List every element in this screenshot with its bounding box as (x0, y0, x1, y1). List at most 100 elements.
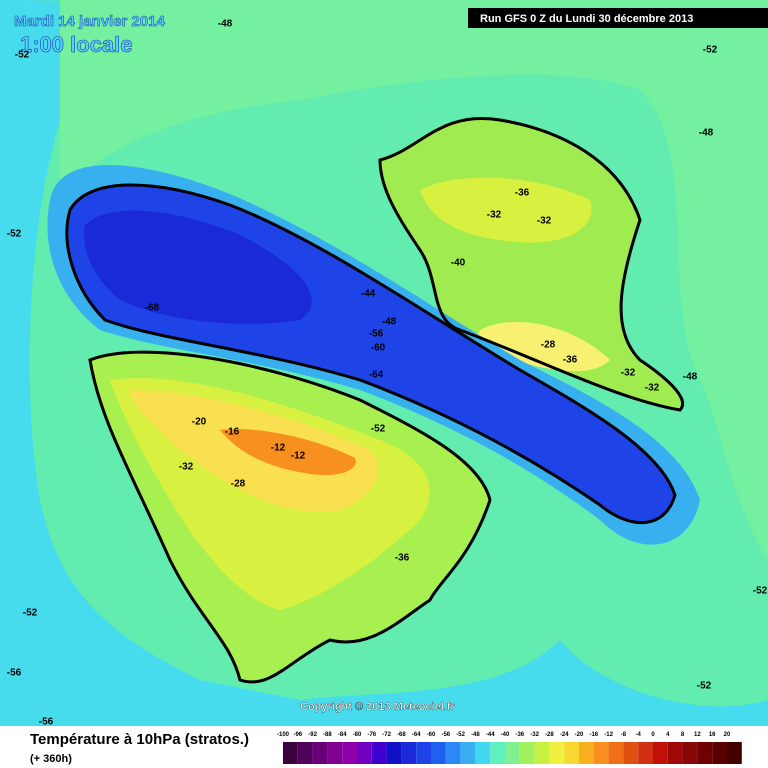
contour-label: -36 (395, 553, 410, 564)
scale-swatch (327, 742, 343, 764)
contour-label: -32 (537, 216, 552, 227)
contour-labels: -48-52 -52-48-52-68-44-48-56-60-64-52-40-… (7, 19, 768, 726)
scale-label: -88 (323, 732, 332, 738)
scale-swatch (638, 742, 653, 764)
scale-swatch (342, 742, 357, 764)
scale-label: -100 (277, 732, 290, 738)
map: Mardi 14 janvier 2014 1:00 locale Run GF… (0, 0, 768, 726)
scale-label: -8 (621, 732, 627, 738)
scale-swatch (712, 742, 727, 764)
contour-label: -32 (487, 210, 502, 221)
scale-swatch (653, 742, 668, 764)
scale-label: -64 (412, 732, 421, 738)
scale-label: -16 (589, 732, 598, 738)
scale-swatch (475, 742, 491, 764)
contour-label: -32 (621, 368, 636, 379)
contour-label: -12 (291, 451, 306, 462)
date-label: Mardi 14 janvier 2014 (14, 13, 166, 30)
copyright: Copyright © 2013 Meteociel.fr (300, 701, 456, 713)
scale-swatch (297, 742, 313, 764)
scale-label: -44 (486, 732, 495, 738)
contour-label: -16 (225, 427, 240, 438)
scale-swatch (386, 742, 402, 764)
contour-label: -68 (145, 303, 160, 314)
scale-swatch (460, 742, 476, 764)
contour-label: -52 (697, 681, 712, 692)
scale-label: -28 (545, 732, 554, 738)
scale-swatch (519, 742, 535, 764)
scale-swatch (667, 742, 683, 764)
scale-swatch (401, 742, 417, 764)
run-label: Run GFS 0 Z du Lundi 30 décembre 2013 (480, 13, 693, 25)
contour-label: -40 (451, 258, 466, 269)
scale-label: -4 (636, 732, 642, 738)
contour-label: -48 (699, 128, 714, 139)
contour-label: -52 (7, 229, 22, 240)
scale-swatch (682, 742, 698, 764)
contour-label: -52 (23, 608, 38, 619)
scale-label: -40 (501, 732, 510, 738)
scale-label: -92 (308, 732, 317, 738)
contour-label: -48 (683, 372, 698, 383)
contour-label: -32 (179, 462, 194, 473)
scale-label: 20 (724, 732, 731, 738)
color-scale: -100 -96 -92 -88 -84 -80 -76 -72 -68 -64 -60 -56 -52… (277, 732, 742, 764)
scale-label: -20 (575, 732, 584, 738)
contour-label: -52 (703, 45, 718, 56)
scale-swatch (371, 742, 387, 764)
contour-label: -28 (231, 479, 246, 490)
scale-label: -32 (530, 732, 539, 738)
footer-range: (+ 360h) (30, 753, 72, 765)
scale-label: -84 (338, 732, 347, 738)
scale-label: -48 (471, 732, 480, 738)
contour-label: -36 (563, 355, 578, 366)
contour-label: -56 (39, 717, 54, 726)
scale-label: -52 (456, 732, 465, 738)
thick-contours (65, 117, 684, 684)
scale-label: 8 (681, 732, 685, 738)
contour-label: -48 (382, 317, 397, 328)
scale-swatch (697, 742, 713, 764)
contour-label: -32 (645, 383, 660, 394)
region-siberia-yellow (420, 177, 592, 243)
scale-swatch (534, 742, 550, 764)
scale-label: 4 (666, 732, 670, 738)
footer-title: Température à 10hPa (stratos.) (30, 731, 249, 748)
contour-label: -56 (369, 329, 384, 340)
scale-label: -76 (367, 732, 376, 738)
contour-label: -56 (7, 668, 22, 679)
scale-label: -68 (397, 732, 406, 738)
contour-label: -52 (371, 424, 386, 435)
scale-swatch (549, 742, 565, 764)
region-orange (220, 429, 356, 476)
scale-label: 12 (694, 732, 701, 738)
run-banner (468, 8, 768, 28)
contour-label: -28 (541, 340, 556, 351)
scale-swatch (431, 742, 446, 764)
contour-label: -48 (218, 19, 233, 30)
scale-label: -36 (515, 732, 524, 738)
scale-swatch (727, 742, 742, 764)
scale-label: 0 (651, 732, 655, 738)
scale-label: -96 (293, 732, 302, 738)
scale-swatch (312, 742, 328, 764)
scale-swatch (608, 742, 624, 764)
scale-label: -80 (353, 732, 362, 738)
contour-label: -36 (515, 188, 530, 199)
scale-label: -60 (427, 732, 436, 738)
contour-label: -52 (15, 50, 30, 61)
contour-label: -44 (361, 289, 376, 300)
time-label: 1:00 locale (20, 32, 133, 57)
region-light-green (60, 0, 768, 560)
contour-label: -60 (371, 343, 386, 354)
contour-label: -52 (753, 586, 768, 597)
scale-swatch (579, 742, 594, 764)
scale-swatch (564, 742, 579, 764)
contour-label: -64 (369, 370, 384, 381)
scale-swatch (445, 742, 461, 764)
scale-swatch (357, 742, 372, 764)
contour-label: -12 (271, 443, 286, 454)
scale-label: -56 (441, 732, 450, 738)
contour-label: -20 (192, 417, 207, 428)
